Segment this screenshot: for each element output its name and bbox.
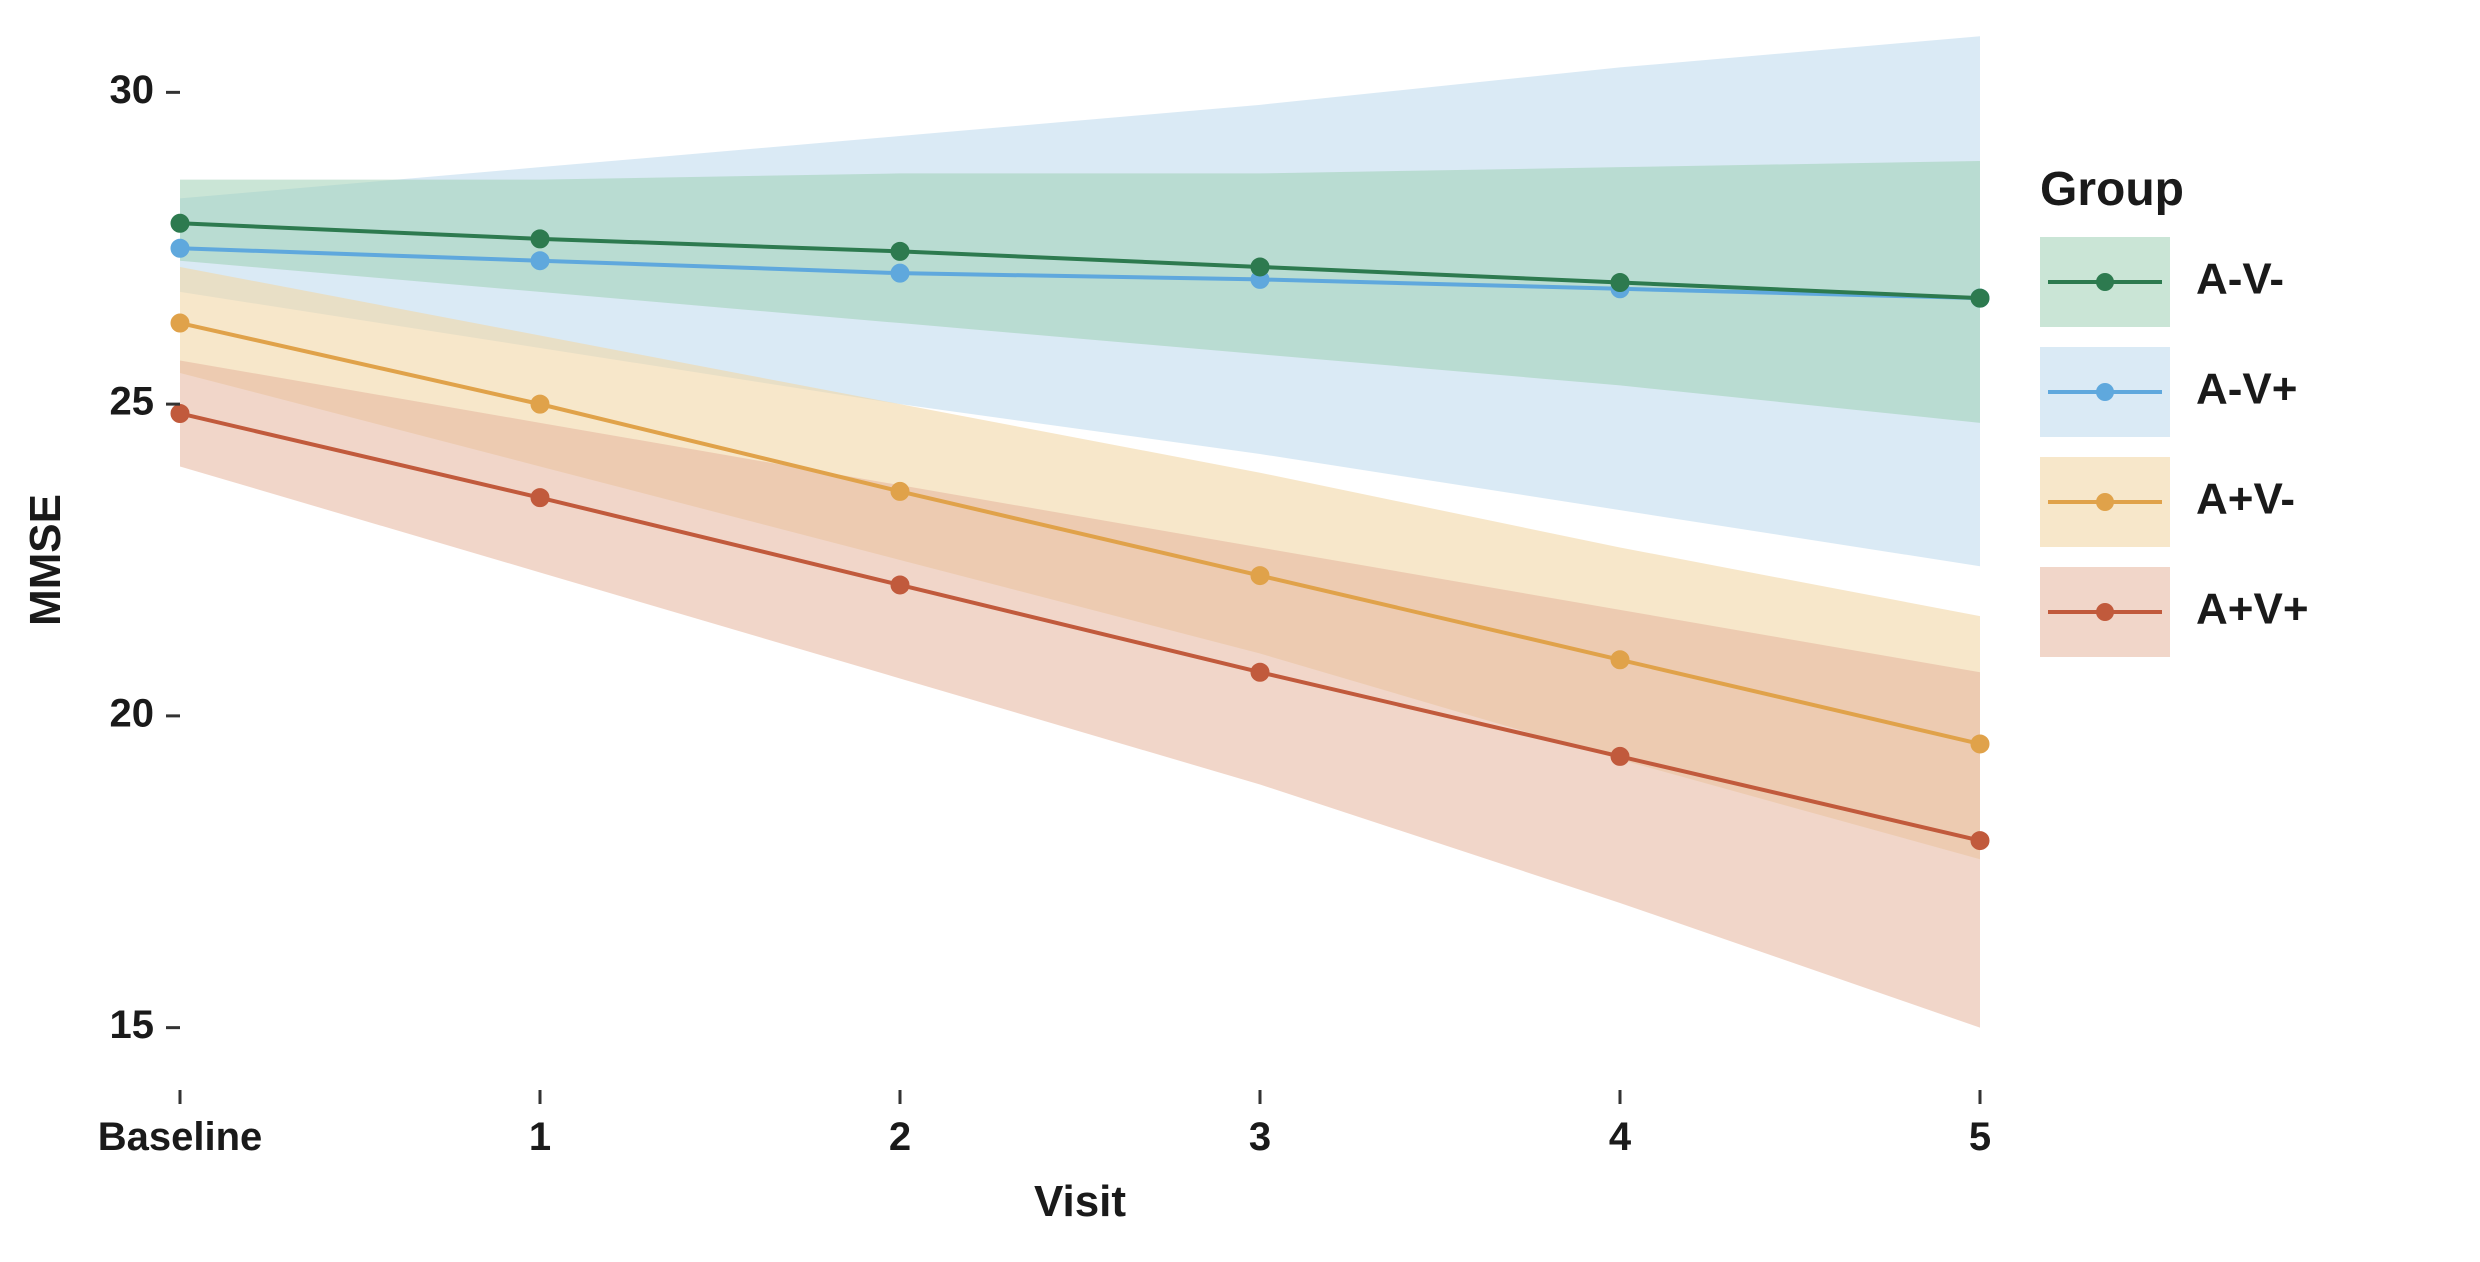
marker-a_plus_v_minus [1251,567,1269,585]
marker-a_plus_v_minus [531,395,549,413]
legend-title: Group [2040,163,2184,216]
y-axis-title: MMSE [21,494,70,626]
marker-a_minus_v_plus [891,264,909,282]
legend-marker [2096,383,2114,401]
marker-a_plus_v_plus [171,404,189,422]
marker-a_plus_v_plus [1971,832,1989,850]
marker-a_plus_v_plus [1611,747,1629,765]
marker-a_minus_v_minus [171,214,189,232]
marker-a_minus_v_minus [1611,274,1629,292]
marker-a_minus_v_minus [1971,289,1989,307]
x-tick-label: 1 [529,1115,551,1159]
legend-marker [2096,603,2114,621]
marker-a_plus_v_plus [1251,663,1269,681]
x-tick-label: 2 [889,1115,911,1159]
legend-label: A-V- [2196,255,2284,304]
y-tick-label: 25 [110,380,155,424]
legend-marker [2096,493,2114,511]
legend-label: A+V- [2196,475,2295,524]
x-tick-label: Baseline [98,1115,263,1159]
marker-a_minus_v_minus [891,242,909,260]
y-tick-label: 15 [110,1003,155,1047]
x-axis-title: Visit [1034,1177,1126,1226]
marker-a_plus_v_minus [891,482,909,500]
legend-marker [2096,273,2114,291]
marker-a_plus_v_minus [1611,651,1629,669]
y-tick-label: 30 [110,68,155,112]
mmse-visit-chart: 15202530 Baseline12345 MMSE Visit Group … [0,0,2480,1262]
x-tick-label: 5 [1969,1115,1991,1159]
marker-a_plus_v_plus [891,576,909,594]
marker-a_plus_v_minus [171,314,189,332]
marker-a_minus_v_minus [1251,258,1269,276]
legend-label: A+V+ [2196,585,2309,634]
y-tick-label: 20 [110,691,155,735]
legend-label: A-V+ [2196,365,2297,414]
x-tick-label: 3 [1249,1115,1271,1159]
marker-a_plus_v_plus [531,489,549,507]
x-tick-label: 4 [1609,1115,1632,1159]
marker-a_minus_v_plus [171,239,189,257]
marker-a_plus_v_minus [1971,735,1989,753]
marker-a_minus_v_plus [531,252,549,270]
marker-a_minus_v_minus [531,230,549,248]
